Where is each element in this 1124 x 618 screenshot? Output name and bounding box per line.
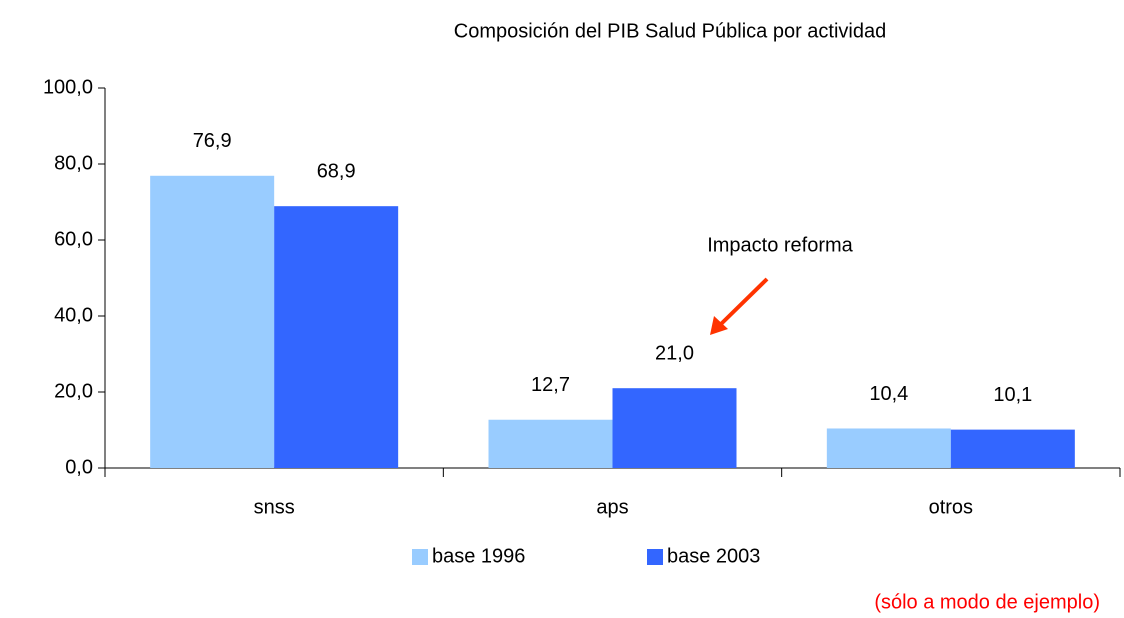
bar — [150, 175, 275, 468]
bar — [488, 419, 613, 468]
x-tick-label: aps — [596, 496, 628, 518]
bar — [950, 429, 1075, 468]
value-label: 68,9 — [317, 160, 356, 182]
legend-label: base 2003 — [667, 545, 760, 567]
bar — [274, 206, 399, 468]
y-tick-label: 100,0 — [43, 76, 93, 98]
y-tick-label: 40,0 — [54, 304, 93, 326]
x-tick-label: snss — [254, 496, 295, 518]
annotation-arrow — [718, 277, 769, 327]
bar — [826, 428, 951, 468]
value-label: 10,4 — [869, 383, 908, 405]
value-label: 12,7 — [531, 374, 570, 396]
legend-swatch — [412, 549, 428, 565]
legend-swatch — [647, 549, 663, 565]
x-tick-label: otros — [929, 496, 973, 518]
annotation: Impacto reforma — [707, 234, 853, 256]
legend-label: base 1996 — [432, 545, 525, 567]
annotation-arrowhead — [710, 316, 728, 335]
y-tick-label: 80,0 — [54, 152, 93, 174]
value-label: 10,1 — [993, 384, 1032, 406]
value-label: 21,0 — [655, 342, 694, 364]
y-tick-label: 0,0 — [65, 456, 93, 478]
bar — [612, 388, 737, 468]
y-tick-label: 60,0 — [54, 228, 93, 250]
chart-title: Composición del PIB Salud Pública por ac… — [454, 20, 886, 42]
y-tick-label: 20,0 — [54, 380, 93, 402]
note: (sólo a modo de ejemplo) — [874, 591, 1100, 613]
value-label: 76,9 — [193, 130, 232, 152]
